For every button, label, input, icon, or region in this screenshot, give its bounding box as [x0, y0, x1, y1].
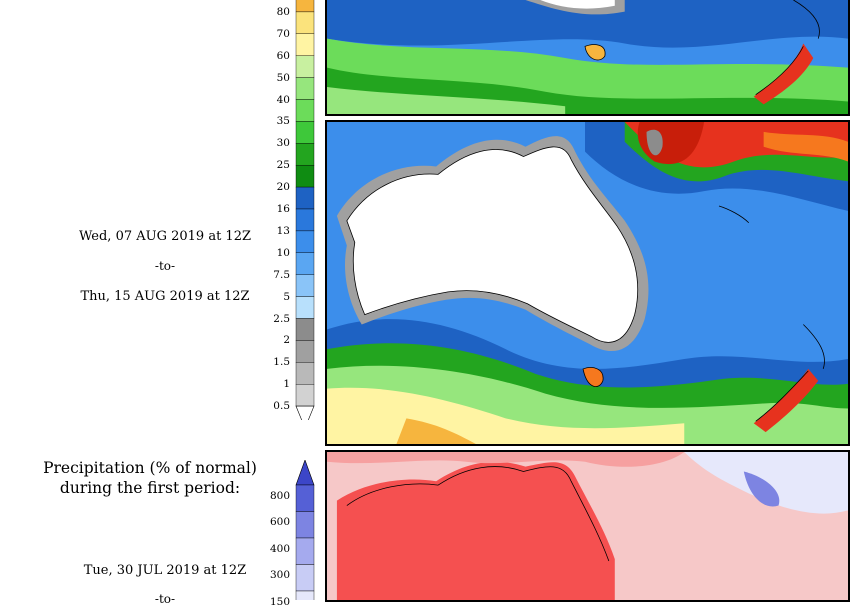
percent-color-scale: 800 600 400 300 150	[262, 460, 322, 608]
australia-dry-area	[336, 461, 615, 600]
scale-tick-label: 20	[276, 181, 290, 194]
scale-swatch	[295, 511, 315, 539]
north-island-outline	[793, 0, 820, 39]
mainland-edge	[540, 0, 615, 9]
scale-swatch	[295, 0, 315, 13]
total-period-end: Thu, 15 AUG 2019 at 12Z	[80, 289, 250, 304]
new-caledonia-outline	[718, 205, 750, 224]
scale-tick-label: 300	[269, 569, 290, 582]
percent-period-start: Tue, 30 JUL 2019 at 12Z	[83, 563, 247, 578]
scale-swatch	[295, 362, 315, 385]
new-zealand-outline	[755, 46, 804, 95]
scale-swatch	[295, 55, 315, 78]
scale-swatch	[295, 252, 315, 275]
scale-swatch	[295, 143, 315, 166]
map-panel-percent-normal	[325, 450, 850, 602]
rain-band-light	[327, 86, 566, 114]
precipitation-color-scale: 80 70 60 50 40 35 30 25 20 16 13 10 7.5 5 2.5 2 1.5 1 0.5	[262, 0, 322, 420]
northern-dry-band	[327, 452, 685, 467]
rain-band-orange	[763, 131, 848, 162]
scale-tick-label: 1.5	[273, 356, 290, 369]
scale-tick-label: 16	[276, 203, 290, 215]
scale-swatch	[295, 274, 315, 297]
percent-heading-line1: Precipitation (% of normal)	[43, 459, 257, 477]
map-panel-first-period	[325, 0, 850, 116]
scale-tick-label: 1	[283, 378, 290, 391]
precipitation-scale-bar	[295, 0, 315, 420]
scale-swatch	[295, 340, 315, 363]
scale-swatch	[295, 208, 315, 232]
rain-band-north	[327, 0, 848, 48]
scale-swatch	[295, 384, 315, 407]
scale-tick-label: 13	[276, 224, 290, 237]
scale-swatch	[295, 121, 315, 144]
scale-swatch	[295, 484, 315, 512]
australia-outline	[346, 146, 639, 343]
scale-swatch	[295, 318, 315, 341]
north-island-outline	[803, 324, 825, 370]
tasmania-outline	[582, 367, 604, 387]
total-period-separator: -to-	[154, 259, 176, 273]
scale-tick-label: 400	[269, 542, 290, 555]
percent-scale-bar	[295, 460, 315, 600]
scale-tick-label: 40	[276, 93, 290, 106]
scale-swatch	[295, 99, 315, 122]
map-first-period-svg	[327, 0, 848, 114]
scale-tick-label: 70	[276, 27, 290, 40]
new-zealand-heavy-rain	[753, 43, 814, 105]
scale-tick-label: 35	[276, 115, 290, 128]
map-total-period-svg	[327, 122, 848, 444]
total-period-start: Wed, 07 AUG 2019 at 12Z	[78, 229, 251, 244]
scale-swatch	[295, 590, 315, 600]
scale-tick-label: 50	[276, 71, 290, 84]
percent-heading-line2: during the first period:	[59, 479, 241, 497]
scale-tick-label: 7.5	[273, 268, 290, 281]
scale-top-arrow	[295, 460, 315, 486]
tasmania-outline	[584, 44, 606, 61]
scale-tick-label: 2	[283, 334, 290, 347]
scale-swatch	[295, 77, 315, 100]
scale-swatch	[295, 33, 315, 56]
percent-panel-heading: Precipitation (% of normal) during the f…	[20, 458, 280, 498]
scale-swatch	[295, 564, 315, 592]
scale-swatch	[295, 11, 315, 34]
scale-tick-label: 10	[276, 246, 290, 259]
scale-bottom-arrow	[295, 405, 315, 420]
scale-tick-label: 60	[276, 49, 290, 62]
scale-swatch	[295, 186, 315, 210]
scale-tick-label: 25	[276, 159, 290, 172]
scale-tick-label: 5	[283, 290, 290, 303]
scale-tick-label: 150	[269, 595, 290, 608]
scale-swatch	[295, 164, 315, 188]
scale-swatch	[295, 296, 315, 319]
well-above-normal-spot	[743, 471, 780, 507]
scale-swatch	[295, 230, 315, 253]
scale-tick-label: 2.5	[273, 312, 290, 325]
southern-rain-peak	[396, 418, 476, 444]
australia-outline	[346, 466, 610, 562]
scale-tick-label: 0.5	[273, 400, 290, 413]
south-island-outline	[755, 370, 809, 422]
scale-tick-label: 800	[269, 489, 290, 502]
map-panel-total-period	[325, 120, 850, 446]
scale-tick-label: 600	[269, 516, 290, 529]
dry-spot	[646, 129, 663, 156]
scale-tick-label: 30	[276, 137, 290, 150]
map-percent-normal-svg	[327, 452, 848, 600]
scale-swatch	[295, 537, 315, 565]
scale-tick-label: 80	[276, 5, 290, 18]
new-zealand-heavy-rain	[753, 368, 819, 433]
